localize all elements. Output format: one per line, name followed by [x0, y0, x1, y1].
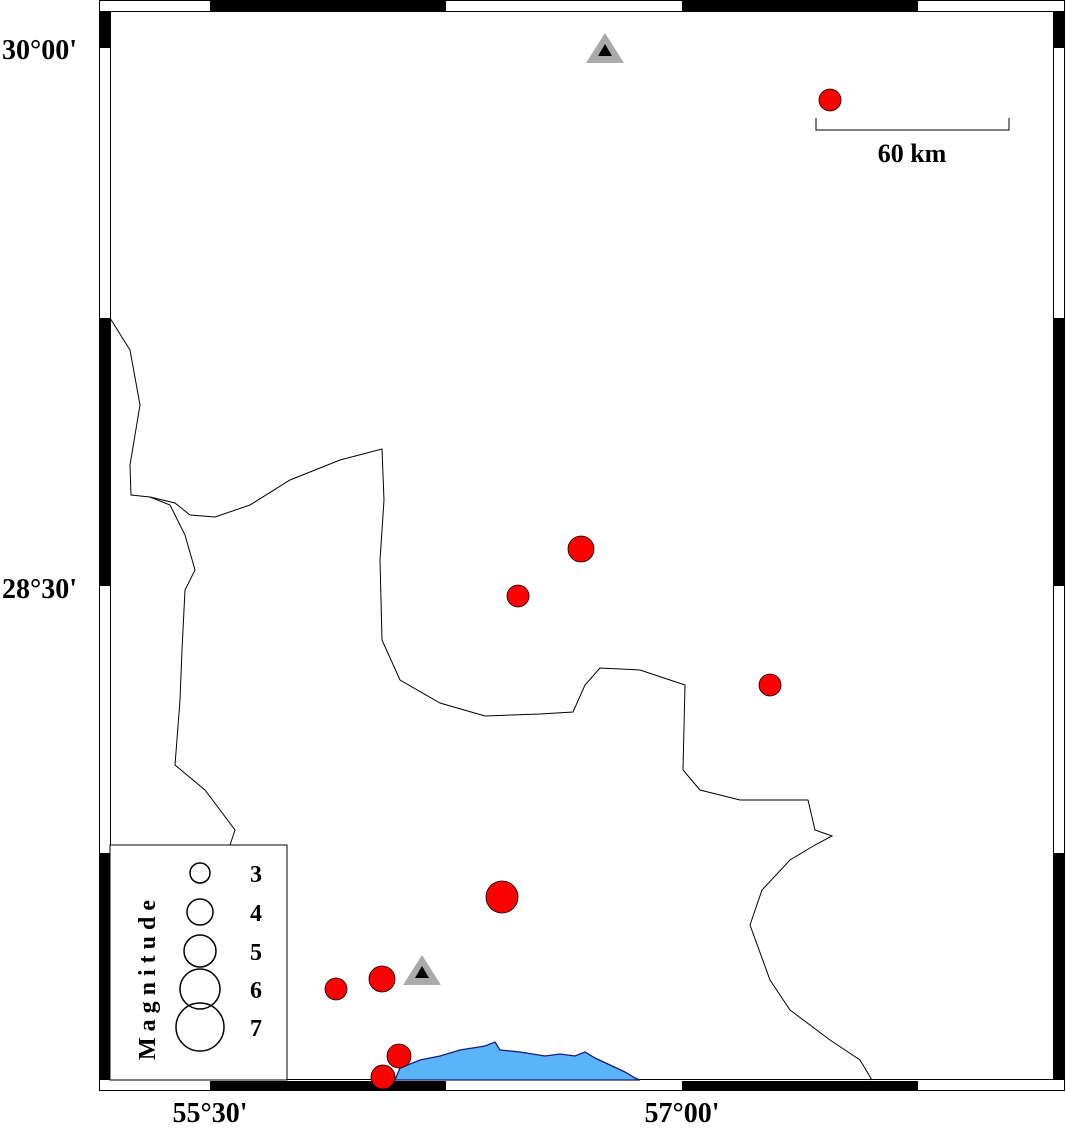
legend-circle-6	[179, 968, 221, 1010]
scale-bar-label: 60 km	[878, 139, 947, 168]
legend-circle-5	[183, 934, 217, 968]
frame-tick-right	[1054, 853, 1064, 1080]
legend-label-7: 7	[250, 1016, 262, 1042]
legend-label-6: 6	[250, 978, 262, 1004]
event-circle	[506, 584, 530, 608]
water-body	[394, 1041, 641, 1081]
event-circle	[758, 673, 782, 697]
event-circle	[485, 880, 519, 914]
lat-label-30-00: 30°00'	[2, 35, 77, 66]
frame-tick-left	[100, 318, 110, 586]
legend-label-3: 3	[250, 862, 262, 888]
legend-title: Magnitude	[135, 894, 161, 1060]
lon-label-57-00: 57°00'	[645, 1098, 720, 1129]
frame-tick-bottom	[682, 1081, 918, 1091]
earthquake-events	[324, 88, 842, 1090]
station-triangle-icon	[586, 33, 624, 63]
event-circle	[368, 965, 396, 993]
legend-circle-3	[189, 862, 211, 884]
event-circle	[386, 1043, 412, 1069]
province-borders	[109, 317, 873, 1081]
border-line	[149, 448, 873, 1081]
frame-tick-left	[100, 11, 110, 48]
border-line	[109, 317, 236, 846]
map-frame	[99, 0, 1065, 1091]
legend-label-4: 4	[250, 901, 262, 927]
legend-label-5: 5	[250, 940, 262, 966]
frame-tick-bottom	[210, 1081, 446, 1091]
frame-tick-right	[1054, 11, 1064, 48]
scale-bar: 60 km	[815, 118, 1010, 168]
event-circle	[567, 535, 595, 563]
station-triangle-icon	[403, 955, 441, 985]
lat-label-28-30: 28°30'	[2, 574, 77, 605]
stations	[403, 33, 624, 985]
frame-outer	[99, 0, 1065, 1091]
legend-circle-7	[175, 1002, 225, 1052]
frame-tick-top	[210, 1, 446, 11]
legend-circle-4	[186, 898, 214, 926]
event-circle	[370, 1064, 396, 1090]
event-circle	[818, 88, 842, 112]
event-circle	[324, 977, 348, 1001]
frame-tick-top	[682, 1, 918, 11]
lon-label-55-30: 55°30'	[173, 1098, 248, 1129]
frame-tick-left	[100, 853, 110, 1080]
frame-tick-right	[1054, 318, 1064, 586]
legend: Magnitude 3 4 5 6 7	[109, 844, 288, 1081]
